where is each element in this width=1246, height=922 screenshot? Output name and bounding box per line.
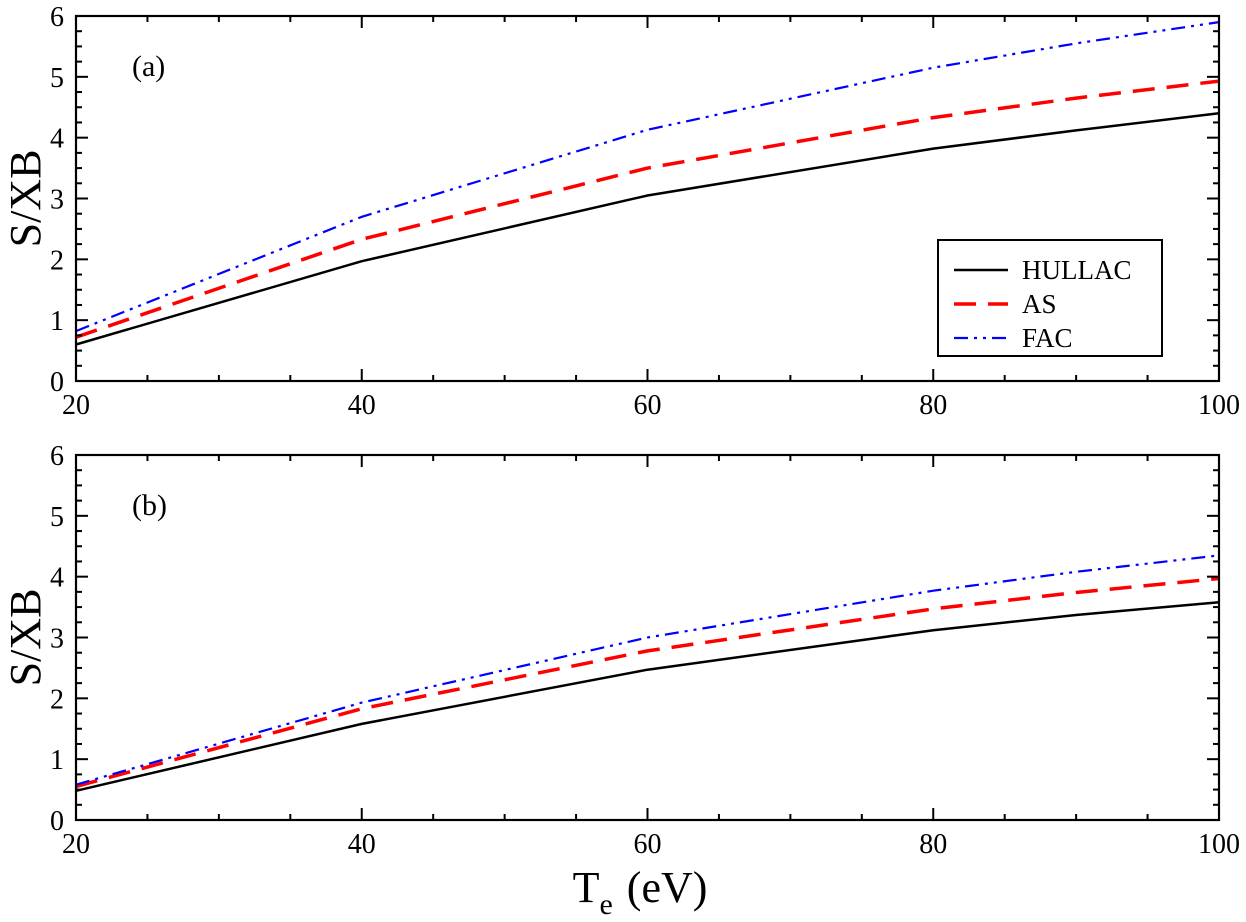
y-tick-label: 3 [50, 624, 64, 655]
series-line-as-b [75, 576, 1220, 789]
series-line-hullac-b [75, 600, 1220, 793]
y-tick-label: 2 [50, 245, 64, 276]
series-line-hullac-a [75, 112, 1220, 346]
series-line-fac-a [75, 21, 1220, 333]
series-line-fac-b [75, 554, 1220, 786]
x-tick-label: 100 [1198, 829, 1240, 860]
plot-frame-a [74, 14, 1221, 383]
y-tick-label: 6 [50, 441, 64, 472]
y-tick-label: 5 [50, 63, 64, 94]
x-axis-title-unit: (eV) [627, 863, 708, 912]
legend-label-hullac: HULLAC [1022, 255, 1132, 285]
y-tick-label: 2 [50, 684, 64, 715]
y-tick-label: 3 [50, 185, 64, 216]
x-tick-label: 100 [1198, 390, 1240, 421]
y-tick-label: 0 [50, 806, 64, 837]
y-tick-label: 5 [50, 502, 64, 533]
y-tick-label: 4 [50, 124, 64, 155]
x-tick-label: 20 [62, 390, 90, 421]
series-line-as-a [75, 79, 1220, 339]
x-tick-label: 40 [348, 390, 376, 421]
y-axis-title-b: S/XB [1, 589, 50, 687]
y-tick-label: 1 [50, 745, 64, 776]
y-axis-title-a: S/XB [1, 150, 50, 248]
y-tick-label: 1 [50, 306, 64, 337]
y-tick-label: 0 [50, 367, 64, 398]
x-tick-label: 80 [919, 829, 947, 860]
x-tick-label: 60 [634, 390, 662, 421]
plot-frame-b [74, 453, 1221, 822]
panel-b: 20 40 60 80 100 0 1 2 3 4 5 6 S/XB (b) [1, 441, 1240, 860]
x-axis-title-main: T [573, 863, 600, 912]
panel-label-b: (b) [132, 489, 167, 522]
legend-label-fac: FAC [1022, 323, 1073, 353]
legend-box [937, 239, 1163, 357]
legend: HULLAC AS FAC [937, 239, 1163, 357]
x-axis-title-subscript: e [599, 888, 612, 921]
y-tick-label: 4 [50, 563, 64, 594]
legend-label-as: AS [1022, 289, 1057, 319]
panel-a: 20 40 60 80 100 0 1 2 3 4 5 6 S/XB (a) HULLAC AS FAC [1, 2, 1240, 421]
x-tick-label: 20 [62, 829, 90, 860]
panel-label-a: (a) [132, 50, 165, 83]
x-axis-title: Te (eV) [573, 863, 708, 921]
y-tick-label: 6 [50, 2, 64, 33]
x-tick-label: 60 [634, 829, 662, 860]
x-tick-label: 40 [348, 829, 376, 860]
x-tick-label: 80 [919, 390, 947, 421]
